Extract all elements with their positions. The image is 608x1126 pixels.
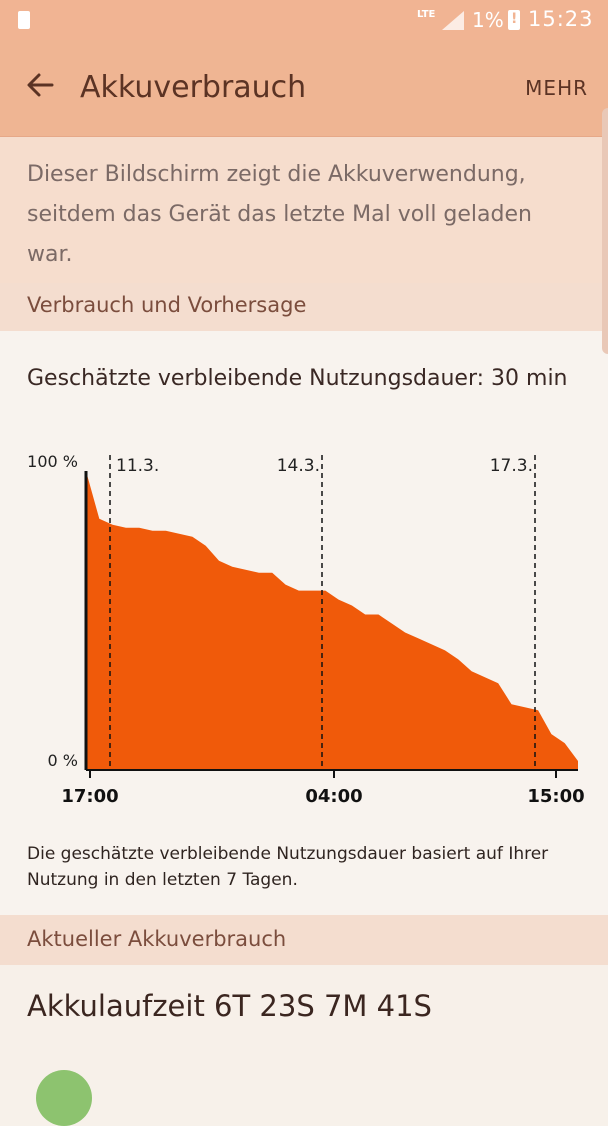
- signal-icon: [442, 11, 464, 30]
- y-tick-label: 0 %: [48, 751, 78, 770]
- battery-usage-chart: 100 % 0 % 11.3. 14.3. 17.3. 17:00 04:00 15:00: [27, 452, 584, 807]
- battery-runtime: Akkulaufzeit 6T 23S 7M 41S: [27, 989, 432, 1023]
- section-label: Verbrauch und Vorhersage: [27, 293, 307, 317]
- x-tick-label: 17:00: [61, 786, 118, 807]
- current-usage-header: Aktueller Akkuverbrauch: [0, 915, 608, 965]
- section-label: Aktueller Akkuverbrauch: [27, 927, 287, 951]
- network-type: LTE: [417, 9, 436, 20]
- remaining-time-text: Geschätzte verbleibende Nutzungsdauer: 3…: [27, 366, 568, 391]
- app-bar: Akkuverbrauch MEHR: [0, 40, 608, 137]
- battery-alert-icon: [18, 11, 30, 29]
- battery-icon: [508, 10, 520, 30]
- x-tick-label: 04:00: [305, 786, 362, 807]
- page-title: Akkuverbrauch: [80, 70, 307, 105]
- back-arrow-icon[interactable]: [24, 68, 58, 102]
- x-tick-label: 15:00: [527, 786, 584, 807]
- forecast-note: Die geschätzte verbleibende Nutzungsdaue…: [27, 844, 549, 890]
- edge-panel-handle[interactable]: [602, 108, 608, 354]
- battery-runtime-panel: Akkulaufzeit 6T 23S 7M 41S: [0, 965, 608, 1126]
- usage-forecast-card: Geschätzte verbleibende Nutzungsdauer: 3…: [0, 331, 608, 915]
- more-button[interactable]: MEHR: [525, 76, 588, 100]
- info-text: Dieser Bildschirm zeigt die Akkuverwendu…: [27, 162, 532, 267]
- app-icon: [36, 1070, 92, 1126]
- date-marker-label: 11.3.: [116, 456, 159, 476]
- usage-forecast-header: Verbrauch und Vorhersage: [0, 283, 608, 331]
- battery-level-area: [86, 471, 578, 770]
- date-marker-label: 14.3.: [277, 456, 320, 476]
- status-bar: LTE 1% 15:23: [0, 0, 608, 40]
- y-tick-label: 100 %: [27, 452, 78, 471]
- battery-percent: 1%: [472, 8, 504, 32]
- info-panel: Dieser Bildschirm zeigt die Akkuverwendu…: [0, 137, 608, 283]
- date-marker-label: 17.3.: [490, 456, 533, 476]
- status-time: 15:23: [528, 7, 594, 31]
